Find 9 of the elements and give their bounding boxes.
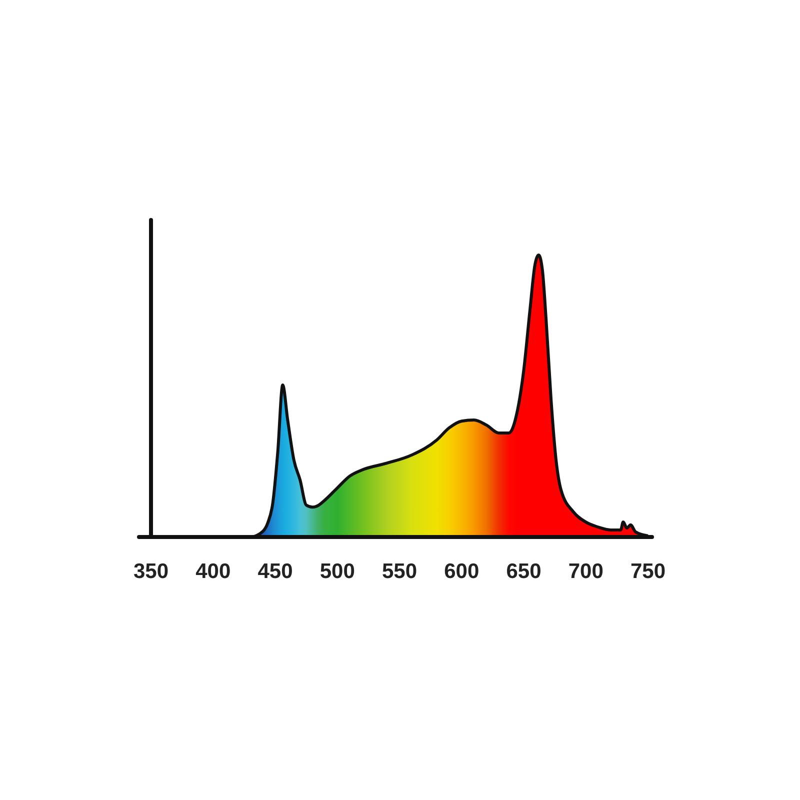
- x-tick-label: 500: [320, 560, 355, 583]
- x-tick-label: 350: [133, 560, 169, 583]
- x-tick-label: 400: [196, 560, 231, 583]
- x-tick-label: 600: [444, 560, 480, 583]
- x-tick-label: 750: [630, 560, 666, 583]
- x-tick-label: 450: [258, 560, 293, 583]
- x-tick-label: 650: [506, 560, 542, 583]
- x-tick-label: 700: [568, 560, 604, 583]
- x-tick-label: 550: [382, 560, 418, 583]
